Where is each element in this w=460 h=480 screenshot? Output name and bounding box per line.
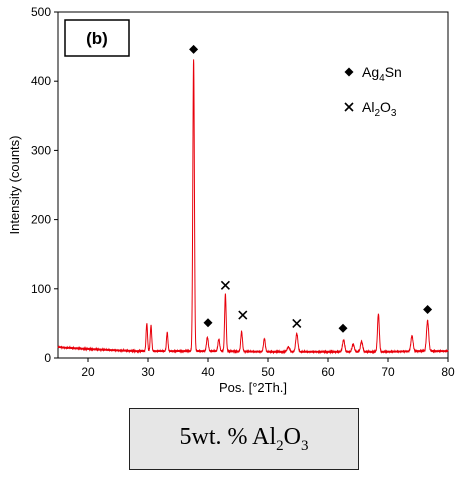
x-tick-label: 60	[321, 365, 335, 379]
xrd-pattern-line	[57, 59, 449, 355]
y-tick-label: 100	[31, 282, 51, 296]
al2o3-peak-marker	[220, 280, 230, 290]
legend-diamond-symbol	[344, 67, 354, 77]
y-tick-label: 400	[31, 74, 51, 88]
panel-label-box	[64, 19, 130, 57]
x-tick-label: 70	[381, 365, 395, 379]
panel-label: (b)	[86, 29, 108, 48]
y-tick-label: 0	[44, 351, 51, 365]
y-axis-title: Intensity (counts)	[7, 136, 22, 235]
legend-entry-label: Ag4Sn	[362, 64, 402, 84]
caption-box: 5wt. % Al2O3	[129, 408, 359, 470]
caption-text: 5wt. % Al2O3	[179, 423, 309, 454]
ag4sn-peak-marker	[338, 323, 348, 333]
x-tick-label: 20	[81, 365, 95, 379]
y-tick-label: 500	[31, 5, 51, 19]
xrd-chart: 20 30 40 50 60 70 80 0 100 200 300 400 500 Ag4Sn Al2O…	[7, 5, 455, 395]
y-tick-label: 200	[31, 213, 51, 227]
x-tick-label: 30	[141, 365, 155, 379]
ag4sn-peak-marker	[423, 305, 433, 315]
legend-entry-label: Al2O3	[362, 99, 397, 119]
legend-cross-symbol	[344, 102, 354, 112]
x-axis-title: Pos. [°2Th.]	[219, 380, 287, 395]
plot-frame	[57, 11, 449, 359]
x-tick-label: 80	[441, 365, 455, 379]
ag4sn-peak-marker	[189, 44, 199, 54]
x-tick-label: 50	[261, 365, 275, 379]
x-tick-label: 40	[201, 365, 215, 379]
al2o3-peak-marker	[238, 310, 248, 320]
al2o3-peak-marker	[292, 318, 302, 328]
ag4sn-peak-marker	[203, 318, 213, 328]
y-tick-label: 300	[31, 143, 51, 157]
